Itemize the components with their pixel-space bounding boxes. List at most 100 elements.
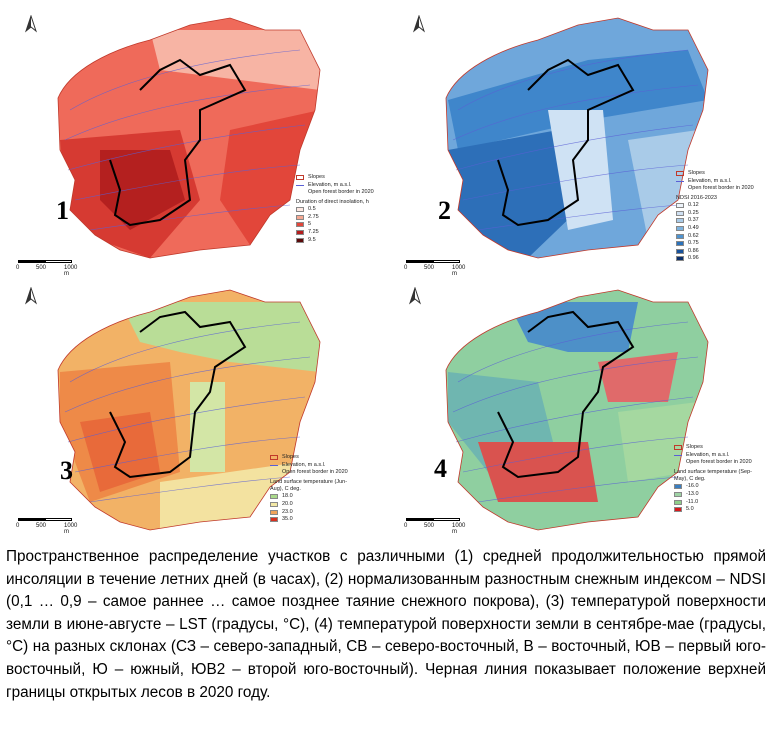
legend-entry: 0.12 (676, 202, 756, 210)
legend-swatch (674, 499, 682, 505)
legend-entry-label: 0.62 (688, 232, 699, 239)
legend-forest: Open forest border in 2020 (686, 459, 752, 466)
legend-entry: 0.62 (676, 232, 756, 240)
legend-slopes: Slopes (308, 174, 325, 181)
legend-swatch (676, 233, 684, 239)
legend-entries: 0.5 2.75 5 7.25 9.5 (296, 206, 376, 244)
map-2-zone-b (448, 130, 578, 258)
legend-entry-label: 20.0 (282, 500, 293, 507)
north-arrow-icon (408, 287, 422, 305)
map-2-svg (445, 17, 709, 259)
legend-swatch (296, 222, 304, 228)
legend-entry: 5 (296, 221, 376, 229)
panel-number: 3 (60, 456, 73, 485)
map-4-slopes-outline (445, 289, 709, 531)
legend-entry-label: 0.96 (688, 255, 699, 262)
legend-swatch (270, 517, 278, 523)
legend-entry: 0.75 (676, 240, 756, 248)
scale-label-500: 500 (36, 265, 47, 271)
map-legend: Slopes Elevation, m a.s.l. Open forest b… (674, 444, 754, 514)
legend-entry: 2.75 (296, 214, 376, 222)
legend-entry-label: -16.0 (686, 483, 699, 490)
legend-slopes: Slopes (688, 170, 705, 177)
legend-entry: 5.0 (674, 506, 754, 514)
map-2-zone-a (448, 50, 708, 150)
map-legend: Slopes Elevation, m a.s.l. Open forest b… (676, 170, 756, 263)
map-legend: Slopes Elevation, m a.s.l. Open forest b… (270, 454, 350, 524)
legend-entry-label: 18.0 (282, 493, 293, 500)
map-4-forest-border (497, 310, 635, 479)
legend-title: Duration of direct insolation, h (296, 198, 369, 205)
map-4-zone-a (508, 302, 638, 352)
north-arrow-icon (24, 287, 38, 305)
legend-entry-label: 9.5 (308, 236, 316, 243)
scale-label-1000: 1000 m (452, 265, 466, 277)
legend-swatch (296, 230, 304, 236)
legend-slopes: Slopes (686, 444, 703, 451)
legend-title: NDSI 2016-2023 (676, 194, 717, 201)
legend-swatch (676, 226, 684, 232)
north-arrow-icon (412, 15, 426, 33)
map-3-forest-border (109, 310, 247, 479)
legend-entry: 35.0 (270, 516, 350, 524)
legend-swatch (674, 507, 682, 513)
scale-label-1000: 1000 m (64, 265, 78, 277)
legend-swatch (296, 237, 304, 243)
legend-entry-label: 2.75 (308, 213, 319, 220)
panel-number: 2 (438, 196, 451, 225)
legend-swatch (674, 484, 682, 490)
map-4-svg (445, 289, 709, 531)
north-arrow-icon (24, 15, 38, 33)
legend-forest: Open forest border in 2020 (308, 189, 374, 196)
legend-swatch (296, 214, 304, 220)
legend-elevation: Elevation, m a.s.l. (688, 177, 732, 184)
legend-elevation: Elevation, m a.s.l. (282, 461, 326, 468)
legend-entry-label: 0.49 (688, 224, 699, 231)
legend-entry: -11.0 (674, 498, 754, 506)
legend-entry-label: 5 (308, 221, 312, 228)
scale-label-0: 0 (16, 523, 20, 529)
panel-number: 4 (434, 454, 447, 483)
legend-entry: 0.25 (676, 210, 756, 218)
map-4-zone-c (598, 352, 678, 402)
map-1-zone-c (100, 150, 185, 230)
legend-entries: 0.12 0.25 0.37 0.49 0.62 0.75 0.86 0.96 (676, 202, 756, 263)
legend-entry: 0.96 (676, 255, 756, 263)
legend-swatch (674, 492, 682, 498)
legend-entry-label: 0.37 (688, 217, 699, 224)
legend-entry: 0.37 (676, 217, 756, 225)
map-1-zone-a (150, 30, 320, 90)
legend-entry: 23.0 (270, 508, 350, 516)
legend-entry: 9.5 (296, 236, 376, 244)
scale-label-500: 500 (424, 265, 435, 271)
legend-entry: 0.86 (676, 248, 756, 256)
legend-entry: -13.0 (674, 491, 754, 499)
legend-title: Land surface temperature (Jun-Aug), C de… (270, 478, 348, 492)
legend-swatch (676, 218, 684, 224)
legend-swatch (676, 210, 684, 216)
legend-title: Land surface temperature (Sep-May), C de… (674, 468, 752, 482)
legend-elevation: Elevation, m a.s.l. (686, 451, 730, 458)
scale-label-500: 500 (36, 523, 47, 529)
map-2-zone-c (548, 110, 613, 230)
legend-entry-label: 7.25 (308, 228, 319, 235)
legend-entry-label: 0.86 (688, 247, 699, 254)
map-2-forest-border (497, 58, 635, 227)
legend-entry-label: 23.0 (282, 508, 293, 515)
legend-entries: -16.0 -13.0 -11.0 5.0 (674, 483, 754, 513)
map-3-svg (57, 289, 321, 531)
legend-entry-label: 0.25 (688, 209, 699, 216)
legend-swatch (676, 248, 684, 254)
scale-label-0: 0 (404, 265, 408, 271)
legend-entry: 18.0 (270, 493, 350, 501)
legend-forest: Open forest border in 2020 (282, 469, 348, 476)
legend-entry-label: 35.0 (282, 516, 293, 523)
map-1-contours (64, 49, 311, 231)
legend-slopes: Slopes (282, 454, 299, 461)
map-legend: Slopes Elevation, m a.s.l. Open forest b… (296, 174, 376, 244)
map-panel-2: 2 Slopes Elevation, m a.s.l. Open forest… (388, 0, 776, 277)
map-panel-3: 3 Slopes Elevation, m a.s.l. Open forest… (0, 272, 388, 544)
scale-label-500: 500 (424, 523, 435, 529)
legend-entry-label: 0.12 (688, 202, 699, 209)
legend-entry-label: -11.0 (686, 498, 699, 505)
